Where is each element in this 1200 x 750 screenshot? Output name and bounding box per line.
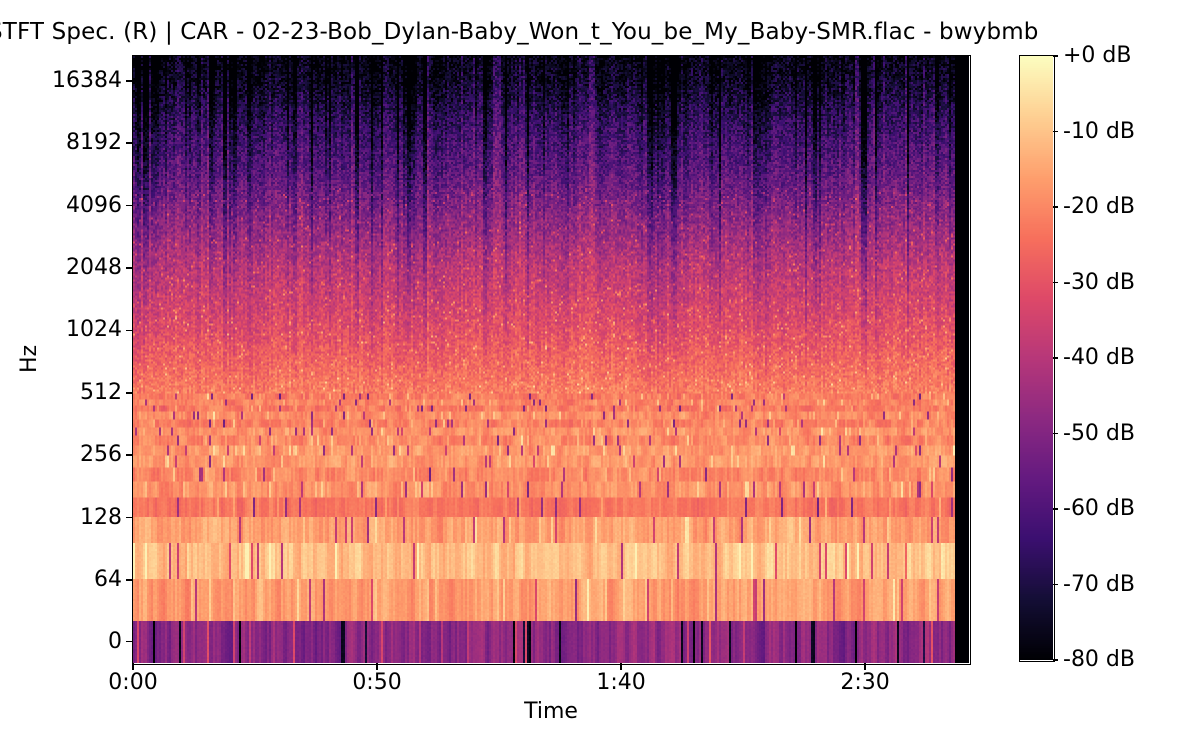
y-tick — [126, 516, 133, 519]
chart-title: STFT Spec. (R) | CAR - 02-23-Bob_Dylan-B… — [0, 19, 1039, 45]
y-tick — [126, 204, 133, 207]
colorbar-tick — [1053, 432, 1058, 435]
y-tick-label: 2048 — [66, 255, 122, 280]
colorbar-tick-label: -50 dB — [1063, 420, 1135, 446]
x-tick-label: 0:50 — [352, 670, 402, 695]
y-tick-label: 64 — [94, 567, 122, 592]
colorbar-tick — [1053, 55, 1058, 57]
y-axis-label: Hz — [17, 344, 42, 374]
y-tick — [126, 579, 133, 581]
spectrogram-canvas — [133, 56, 969, 663]
y-tick-label: 0 — [108, 628, 122, 654]
colorbar-tick-label: -70 dB — [1063, 571, 1135, 597]
x-axis-label: Time — [524, 699, 578, 724]
y-tick — [126, 391, 133, 394]
y-tick-label: 256 — [80, 442, 122, 468]
colorbar-tick-label: -30 dB — [1063, 269, 1135, 295]
colorbar-tick — [1053, 357, 1058, 359]
y-tick — [126, 329, 133, 332]
colorbar-tick — [1053, 281, 1058, 284]
y-tick — [126, 142, 133, 145]
colorbar-tick-label: -60 dB — [1063, 496, 1135, 521]
x-tick — [864, 663, 866, 670]
colorbar-tick-label: -40 dB — [1063, 345, 1135, 370]
y-tick-label: 8192 — [66, 130, 122, 156]
colorbar-tick-label: -80 dB — [1063, 647, 1135, 672]
colorbar-tick — [1053, 130, 1058, 133]
y-tick-label: 128 — [80, 504, 122, 530]
colorbar-tick — [1053, 206, 1058, 208]
y-tick — [126, 640, 133, 643]
x-tick-label: 1:40 — [596, 670, 646, 695]
colorbar-tick-label: +0 dB — [1063, 43, 1132, 68]
colorbar-canvas — [1020, 56, 1053, 660]
x-tick — [132, 663, 134, 670]
x-tick-label: 0:00 — [108, 670, 158, 695]
x-tick — [376, 663, 378, 670]
y-tick — [126, 267, 133, 269]
colorbar-tick-label: -10 dB — [1063, 118, 1135, 144]
y-tick — [126, 454, 133, 457]
colorbar-tick — [1053, 583, 1058, 586]
y-tick-label: 512 — [80, 379, 122, 405]
y-tick-label: 4096 — [66, 192, 122, 218]
x-tick — [620, 663, 622, 670]
x-tick-label: 2:30 — [840, 670, 890, 695]
y-tick-label: 16384 — [52, 67, 122, 93]
colorbar-tick-label: -20 dB — [1063, 194, 1135, 219]
y-tick — [126, 79, 133, 82]
colorbar-tick — [1053, 508, 1058, 510]
y-tick-label: 1024 — [66, 317, 122, 343]
colorbar-tick — [1053, 659, 1058, 661]
